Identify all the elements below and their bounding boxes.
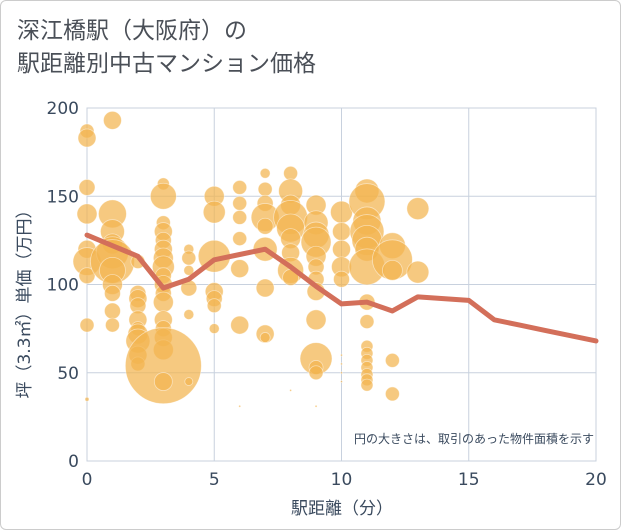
average-price-line xyxy=(84,232,599,344)
bubble-point xyxy=(104,284,121,302)
bubble-point xyxy=(257,181,273,197)
bubble-point xyxy=(103,110,122,130)
bubble-point xyxy=(340,353,343,357)
bubble-point xyxy=(105,317,120,333)
bubble-point xyxy=(256,217,274,235)
bubble-point xyxy=(76,203,98,225)
chart-title-line2: 駅距離別中古マンション価格 xyxy=(17,51,316,77)
bubble-point xyxy=(289,388,293,392)
bubble-point xyxy=(183,309,195,320)
bubble-point xyxy=(360,378,374,392)
bubble-point xyxy=(230,259,250,279)
size-legend-note: 円の大きさは、取引のあった物件面積を示す xyxy=(354,431,594,446)
x-tick-label: 15 xyxy=(458,470,480,490)
bubble-point xyxy=(332,222,351,241)
bubble-point xyxy=(308,365,324,381)
bubble-point xyxy=(153,372,173,391)
bubble-point xyxy=(340,362,343,366)
bubble-point xyxy=(384,352,400,368)
bubble-point xyxy=(384,386,400,402)
bubble-point xyxy=(259,332,271,343)
bubble-point xyxy=(230,315,250,335)
bubble-point xyxy=(305,309,327,331)
bubble-point xyxy=(149,182,177,210)
plot-frame xyxy=(86,107,597,462)
bubble-point xyxy=(206,298,222,314)
x-axis-label: 駅距離（分） xyxy=(291,499,393,519)
bubble-point xyxy=(359,314,375,329)
bubble-point xyxy=(232,195,248,211)
y-tick-label: 150 xyxy=(47,187,79,207)
bubble-point xyxy=(238,404,242,408)
bubble-point xyxy=(255,278,275,298)
bubble-point xyxy=(314,404,318,408)
bubble-point xyxy=(84,396,90,402)
bubble-point xyxy=(181,250,197,266)
x-tick-label: 10 xyxy=(331,470,353,490)
bubble-point xyxy=(77,128,97,148)
y-tick-label: 0 xyxy=(68,452,79,472)
bubble-point xyxy=(406,260,430,284)
y-tick-label: 100 xyxy=(47,276,79,296)
bubble-point xyxy=(332,239,351,259)
x-tick-label: 20 xyxy=(585,470,607,490)
bubble-point xyxy=(184,377,194,386)
bubble-point xyxy=(232,180,248,195)
y-tick-label: 200 xyxy=(47,99,79,119)
bubble-point xyxy=(232,231,248,247)
bubble-point xyxy=(78,267,96,285)
bubble-point xyxy=(381,259,403,281)
bubble-point xyxy=(104,302,121,320)
bubble-point xyxy=(202,200,226,224)
bubble-point xyxy=(183,264,195,276)
trend-line-series xyxy=(84,232,599,344)
bubble-point xyxy=(124,327,202,405)
bubble-point xyxy=(340,371,343,375)
bubble-point xyxy=(152,291,174,313)
bubble-point xyxy=(79,317,95,333)
bubble-point xyxy=(406,197,430,221)
bubble-point xyxy=(340,380,343,383)
bubble-point xyxy=(333,270,350,288)
bubble-point xyxy=(208,323,220,335)
bubble-point xyxy=(78,179,96,196)
chart-title-line1: 深江橋駅（大阪府）の xyxy=(17,18,247,44)
x-tick-label: 0 xyxy=(82,470,93,490)
y-tick-label: 50 xyxy=(57,364,79,384)
bubble-point xyxy=(259,167,271,179)
bubble-point xyxy=(232,210,248,225)
y-axis-label: 坪（3.3㎡）単価（万円） xyxy=(15,201,35,398)
bubble-point xyxy=(283,165,299,181)
x-tick-label: 5 xyxy=(209,470,220,490)
bubble-series xyxy=(72,110,430,408)
